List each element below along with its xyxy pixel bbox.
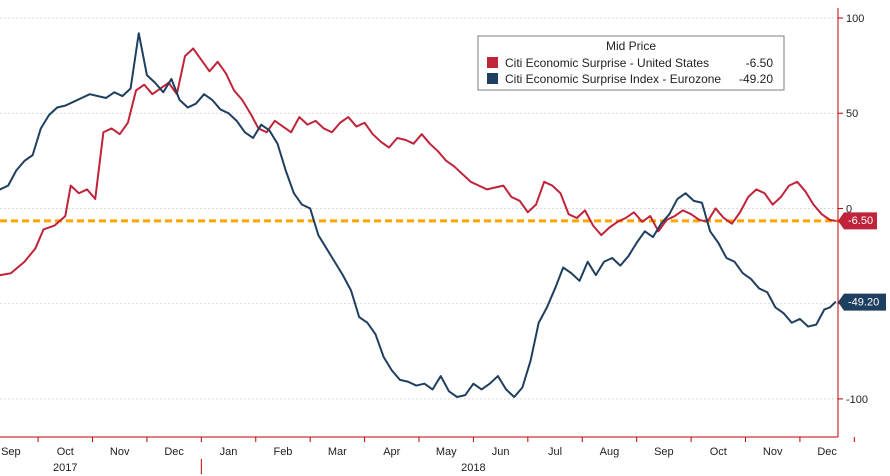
x-month-label-2: Nov bbox=[110, 446, 130, 458]
us-end-badge bbox=[838, 212, 877, 230]
us-end-badge-label: -6.50 bbox=[848, 215, 873, 227]
legend-swatch-eurozone bbox=[487, 73, 498, 84]
legend-box bbox=[477, 35, 785, 91]
x-month-label-9: Jun bbox=[492, 446, 510, 458]
eurozone-series-line bbox=[0, 32, 837, 398]
legend-value-us: -6.50 bbox=[746, 56, 774, 70]
x-month-label-14: Nov bbox=[763, 446, 783, 458]
x-month-label-0: Sep bbox=[1, 446, 21, 458]
legend-value-eurozone: -49.20 bbox=[739, 72, 773, 86]
x-month-label-3: Dec bbox=[164, 446, 184, 458]
x-month-label-13: Oct bbox=[710, 446, 727, 458]
x-month-label-12: Sep bbox=[654, 446, 674, 458]
us-series-line bbox=[0, 47, 837, 277]
y-tick-label-4: -100 bbox=[846, 394, 868, 406]
x-month-label-10: Jul bbox=[548, 446, 562, 458]
x-month-label-6: Mar bbox=[328, 446, 347, 458]
year-label-1: 2018 bbox=[461, 462, 485, 474]
eurozone-end-badge bbox=[838, 293, 886, 311]
series-layer bbox=[0, 32, 837, 398]
legend: Mid Price Citi Economic Surprise - Unite… bbox=[477, 35, 785, 91]
y-tick-label-1: 50 bbox=[846, 108, 858, 120]
badge-layer: -6.50 -49.20 bbox=[838, 212, 886, 311]
year-label-0: 2017 bbox=[53, 462, 77, 474]
x-month-label-8: May bbox=[436, 446, 457, 458]
y-tick-label-2: 0 bbox=[846, 203, 852, 215]
legend-swatch-us bbox=[487, 57, 498, 68]
x-month-label-5: Feb bbox=[273, 446, 292, 458]
eurozone-end-badge-label: -49.20 bbox=[848, 297, 879, 309]
legend-label-eurozone: Citi Economic Surprise Index - Eurozone bbox=[505, 72, 721, 86]
legend-label-us: Citi Economic Surprise - United States bbox=[505, 56, 709, 70]
x-month-label-1: Oct bbox=[57, 446, 74, 458]
legend-title: Mid Price bbox=[606, 39, 656, 53]
x-month-label-11: Aug bbox=[600, 446, 620, 458]
x-month-label-4: Jan bbox=[220, 446, 238, 458]
y-tick-label-0: 100 bbox=[846, 13, 864, 25]
x-month-label-15: Dec bbox=[817, 446, 837, 458]
x-month-label-7: Apr bbox=[383, 446, 400, 458]
